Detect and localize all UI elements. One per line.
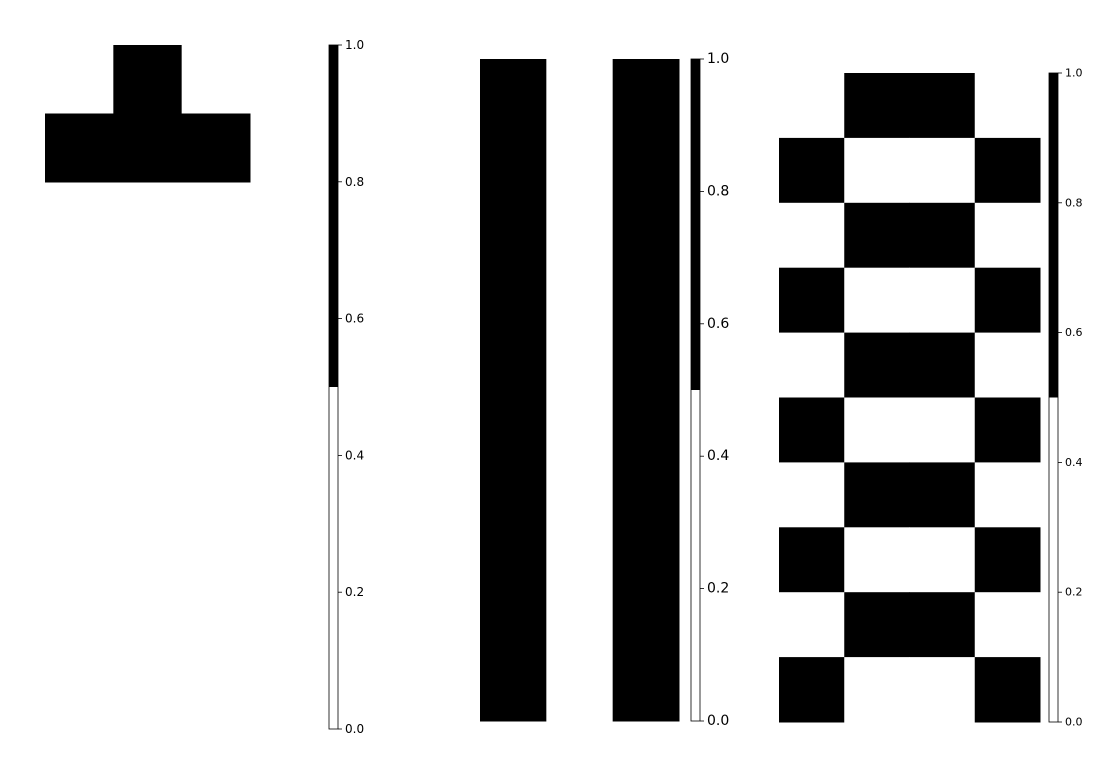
heatmap-cell-r6-c3 [974, 462, 1041, 528]
heatmap-cell-r4-c1 [844, 332, 910, 398]
heatmap-cell-r4-c2 [909, 332, 976, 398]
colorbar-tick-label: 0.6 [345, 312, 364, 326]
heatmap-cell-r2-c1 [844, 202, 910, 269]
heatmap-cell-r9-c0 [779, 657, 845, 723]
heatmap-cell-r5-c0 [779, 397, 845, 463]
colorbar-tick-label: 1.0 [345, 38, 364, 52]
heatmap-cell-r0-c0 [480, 59, 547, 722]
heatmap-cell-r3-c1 [844, 267, 910, 334]
colorbar-tick-label: 0.8 [345, 175, 364, 189]
heatmap-cell-r1-c3 [974, 137, 1041, 204]
heatmap-cell-r7-c2 [909, 527, 976, 593]
colorbar-tick-label: 0.8 [707, 183, 729, 199]
colorbar-low-segment [1049, 397, 1058, 722]
heatmap-cell-r6-c1 [844, 462, 910, 528]
colorbar-tick-label: 0.4 [345, 448, 364, 462]
colorbar-frame [1048, 72, 1059, 723]
heatmap-cell-r9-c1 [844, 657, 910, 723]
heatmap-cell-r6-c0 [779, 462, 845, 528]
heatmap-cell-r2-c3 [974, 202, 1041, 269]
colorbar-tick-label: 1.0 [707, 51, 729, 67]
heatmap-cell-r3-c2 [909, 267, 976, 334]
heatmap-cell-r4-c0 [779, 332, 845, 398]
heatmap-cell-r1-c1 [844, 137, 910, 204]
colorbar-high-segment [1049, 73, 1058, 398]
heatmap-cell-r1-c2 [181, 113, 251, 183]
colorbar-tick-label: 0.2 [1065, 586, 1083, 599]
colorbar-tick-label: 0.0 [345, 722, 364, 736]
colorbar-tick-label: 0.6 [1065, 326, 1083, 339]
heatmap-cell-r6-c2 [909, 462, 976, 528]
heatmap-cell-r7-c1 [844, 527, 910, 593]
heatmap-cell-r2-c0 [779, 202, 845, 269]
heatmap-cell-r0-c1 [546, 59, 614, 722]
heatmap-cell-r0-c2 [909, 73, 976, 139]
heatmap-cell-r9-c2 [909, 657, 976, 723]
colorbar-tick-label: 0.0 [707, 713, 729, 729]
heatmap-cell-r5-c2 [909, 397, 976, 463]
heatmap-cell-r9-c3 [974, 657, 1041, 723]
colorbar-tick-label: 0.4 [1065, 456, 1083, 469]
heatmap-panel-3: 0.0 0.2 0.4 0.6 0.8 1.0 [779, 67, 1083, 729]
heatmap-cell-r1-c1 [113, 113, 183, 183]
heatmap-cell-r3-c0 [779, 267, 845, 334]
colorbar-tick-label: 0.6 [707, 316, 729, 332]
colorbar-frame [328, 44, 339, 730]
heatmap-cell-r1-c0 [45, 113, 114, 183]
heatmap-panel-1: 0.0 0.2 0.4 0.6 0.8 1.0 [45, 38, 364, 736]
colorbar-high-segment [329, 45, 338, 387]
heatmap-cell-r0-c2 [181, 45, 251, 114]
colorbar-tick-label: 0.8 [1065, 196, 1083, 209]
colorbar-low-segment [691, 390, 700, 721]
heatmap-cell-r1-c2 [909, 137, 976, 204]
colorbar-tick-label: 0.0 [1065, 716, 1083, 729]
colorbar-tick-label: 0.2 [707, 581, 729, 597]
heatmap-cell-r8-c0 [779, 592, 845, 658]
heatmap-cell-r0-c3 [974, 73, 1041, 139]
heatmap-cell-r7-c0 [779, 527, 845, 593]
heatmap-cell-r7-c3 [974, 527, 1041, 593]
heatmap-cell-r4-c3 [974, 332, 1041, 398]
heatmap-cell-r0-c0 [779, 73, 845, 139]
heatmap-cell-r5-c3 [974, 397, 1041, 463]
heatmap-cell-r2-c2 [909, 202, 976, 269]
heatmap-cell-r3-c3 [974, 267, 1041, 334]
heatmap-cell-r5-c1 [844, 397, 910, 463]
heatmap-cell-r0-c0 [45, 45, 114, 114]
colorbar-high-segment [691, 59, 700, 390]
heatmap-panel-2: 0.0 0.2 0.4 0.6 0.8 1.0 [480, 51, 729, 729]
colorbar-frame [690, 58, 701, 722]
heatmap-cell-r0-c1 [113, 45, 183, 114]
colorbar-tick-label: 0.2 [345, 585, 364, 599]
heatmap-cell-r0-c1 [844, 73, 910, 139]
heatmap-cell-r8-c1 [844, 592, 910, 658]
colorbar-low-segment [329, 387, 338, 729]
heatmap-cell-r1-c0 [779, 137, 845, 204]
colorbar-tick-label: 1.0 [1065, 67, 1083, 80]
colorbar-tick-label: 0.4 [707, 448, 729, 464]
heatmap-cell-r8-c3 [974, 592, 1041, 658]
heatmap-cell-r8-c2 [909, 592, 976, 658]
heatmap-cell-r0-c2 [612, 59, 680, 722]
